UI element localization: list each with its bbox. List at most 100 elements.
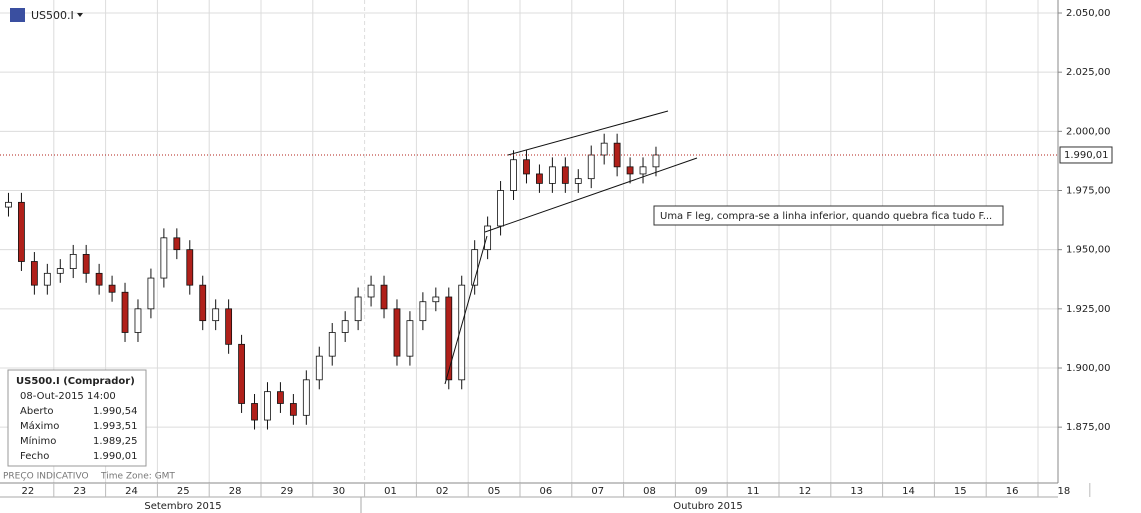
x-tick-label: 01 <box>384 486 397 497</box>
grid <box>0 0 1058 483</box>
info-value: 1.993,51 <box>93 421 138 432</box>
info-label: Aberto <box>20 406 54 417</box>
candle-body <box>95 272 103 286</box>
candle-body <box>315 355 323 381</box>
candle-body <box>108 284 116 293</box>
y-tick-label: 2.000,00 <box>1066 126 1111 137</box>
x-tick-label: 07 <box>591 486 604 497</box>
x-tick-label: 25 <box>177 486 190 497</box>
y-tick-label: 1.875,00 <box>1066 422 1111 433</box>
candle-body <box>134 308 142 333</box>
candle-body <box>264 391 271 421</box>
month-label: Setembro 2015 <box>144 501 221 512</box>
y-tick-label: 2.050,00 <box>1066 8 1111 19</box>
month-label: Outubro 2015 <box>673 501 742 512</box>
candle-body <box>199 284 207 322</box>
candle-body <box>600 142 608 156</box>
candle-body <box>43 272 51 286</box>
info-rows: Aberto 1.990,54 Máximo 1.993,51 Mínimo 1.989,… <box>20 406 138 462</box>
candle-body <box>432 296 440 303</box>
candle-body <box>225 308 233 345</box>
y-tick-label: 2.025,00 <box>1066 67 1111 78</box>
trend-line <box>444 235 488 385</box>
candle-body <box>380 284 388 310</box>
x-tick-label: 12 <box>799 486 812 497</box>
candle-body <box>56 268 64 274</box>
x-tick-label: 05 <box>488 486 501 497</box>
candle-body <box>445 296 453 381</box>
info-value: 1.990,01 <box>93 451 138 462</box>
candle-body <box>238 343 245 404</box>
candle-body <box>510 159 517 191</box>
candle-body <box>458 284 466 381</box>
candle-body <box>251 403 258 421</box>
y-tick-label: 1.925,00 <box>1066 304 1111 315</box>
x-tick-label: 15 <box>954 486 967 497</box>
x-tick-label: 09 <box>695 486 708 497</box>
annotation: Uma F leg, compra-se a linha inferior, q… <box>660 211 992 222</box>
info-label: Mínimo <box>20 435 56 447</box>
candle-body <box>587 154 595 180</box>
candle-body <box>652 154 660 168</box>
candle-body <box>160 237 168 279</box>
candle-body <box>574 178 582 184</box>
candle-body <box>5 201 12 208</box>
candle-body <box>82 253 90 274</box>
candle-body <box>536 173 543 184</box>
candle-body <box>484 225 492 251</box>
x-tick-label: 16 <box>1006 486 1019 497</box>
x-tick-label: 23 <box>73 486 86 497</box>
info-title: US500.I (Comprador) <box>16 376 135 387</box>
candle-body <box>18 201 25 262</box>
candle-body <box>523 159 530 175</box>
dropdown-arrow[interactable] <box>77 13 83 17</box>
symbol-icon[interactable] <box>10 8 25 22</box>
y-tick-label: 1.900,00 <box>1066 363 1111 374</box>
candle-body <box>639 166 647 175</box>
candle-body <box>419 301 427 322</box>
candle-body <box>173 237 181 251</box>
footer-note: PREÇO INDICATIVO <box>3 472 89 482</box>
candle-body <box>367 284 375 298</box>
current-price-label: 1.990,01 <box>1064 150 1109 161</box>
y-tick-label: 1.950,00 <box>1066 245 1111 256</box>
info-label: Máximo <box>20 420 59 432</box>
x-tick-label: 18 <box>1058 486 1071 497</box>
candle-body <box>212 308 220 322</box>
trend-line <box>507 110 669 156</box>
symbol[interactable]: US500.I <box>31 9 74 22</box>
candle-body <box>121 291 129 333</box>
info-label: Fecho <box>20 451 49 462</box>
candle-body <box>406 320 414 357</box>
candle-body <box>328 332 336 357</box>
trend-line <box>484 157 698 233</box>
x-tick-label: 30 <box>332 486 345 497</box>
x-tick-label: 06 <box>540 486 553 497</box>
x-tick-label: 29 <box>281 486 294 497</box>
info-value: 1.990,54 <box>93 406 138 417</box>
candle-body <box>277 391 284 404</box>
candle-body <box>147 277 155 310</box>
x-tick-label: 22 <box>22 486 35 497</box>
info-box <box>7 369 147 467</box>
x-tick-label: 02 <box>436 486 449 497</box>
x-tick-label: 28 <box>229 486 242 497</box>
x-tick-label: 24 <box>125 486 138 497</box>
x-tick-label: 08 <box>643 486 656 497</box>
candle-body <box>341 320 349 333</box>
x-tick-label: 14 <box>902 486 915 497</box>
candle-body <box>69 253 77 269</box>
candle-body <box>30 261 38 286</box>
candle-body <box>561 166 569 184</box>
info-value: 1.989,25 <box>93 436 138 447</box>
candle-body <box>289 403 297 416</box>
candle-body <box>186 249 194 286</box>
candle-body <box>497 190 504 227</box>
candle-body <box>626 166 634 175</box>
annotation-box <box>653 205 1004 226</box>
candle-body <box>613 142 621 168</box>
x-tick-label: 11 <box>747 486 760 497</box>
footer-timezone: Time Zone: GMT <box>100 472 175 482</box>
candle-body <box>302 379 310 416</box>
